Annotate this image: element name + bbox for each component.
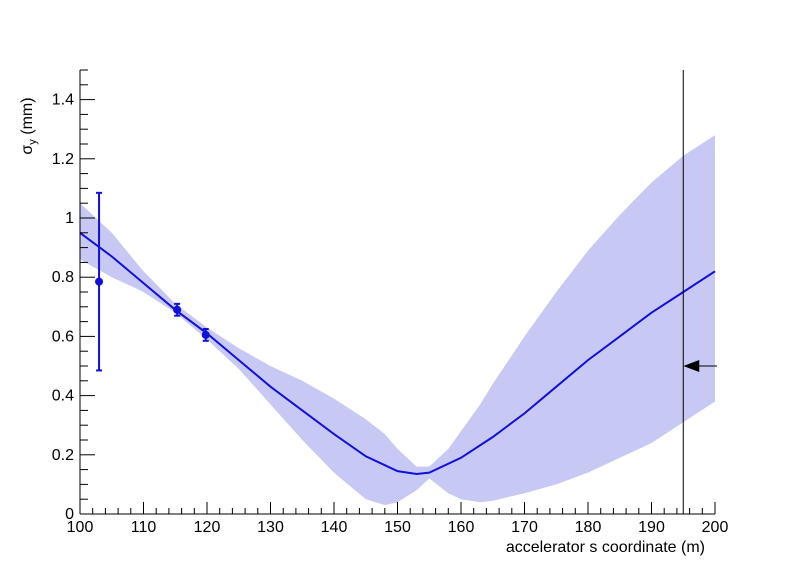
arrow-head xyxy=(683,360,700,372)
y-tick-label: 1.4 xyxy=(52,92,74,109)
labels-layer: accelerator s coordinate (m) σy (mm) xyxy=(19,97,705,556)
x-tick-label: 140 xyxy=(321,519,348,536)
x-tick-label: 190 xyxy=(638,519,665,536)
y-axis-title-unit: (mm) xyxy=(19,97,36,139)
y-tick-label: 1 xyxy=(65,210,74,227)
x-tick-label: 200 xyxy=(702,519,729,536)
data-points-layer xyxy=(95,191,210,372)
marker-layer xyxy=(682,70,717,514)
error-band xyxy=(80,135,715,506)
x-tick-label: 170 xyxy=(511,519,538,536)
x-tick-label: 150 xyxy=(384,519,411,536)
x-tick-label: 120 xyxy=(194,519,221,536)
x-tick-label: 100 xyxy=(67,519,94,536)
x-tick-label: 110 xyxy=(131,519,157,536)
x-tick-label: 160 xyxy=(448,519,475,536)
y-tick-label: 0.6 xyxy=(52,328,74,345)
y-axis-title-main: σ xyxy=(19,145,36,155)
point-marker xyxy=(173,305,182,314)
y-tick-label: 0.2 xyxy=(52,447,74,464)
axes-layer: 100 110 120 130 140 150 160 170 180 190 200 0 0.2 0.4… xyxy=(52,69,729,536)
fit-curve xyxy=(79,231,716,476)
data-point-3 xyxy=(201,328,210,342)
y-tick-label: 0 xyxy=(65,506,74,523)
point-marker xyxy=(95,277,104,286)
x-tick-label: 130 xyxy=(257,519,284,536)
point-marker xyxy=(201,330,210,339)
y-axis-title: σy (mm) xyxy=(19,97,39,154)
y-tick-label: 0.4 xyxy=(52,388,74,405)
y-tick-label: 0.8 xyxy=(52,269,74,286)
x-tick-label: 180 xyxy=(575,519,602,536)
fit-curve-layer xyxy=(79,231,716,476)
data-point-2 xyxy=(173,302,182,317)
data-point-1 xyxy=(95,191,104,372)
x-axis-title: accelerator s coordinate (m) xyxy=(506,539,705,556)
error-band-layer xyxy=(80,135,715,506)
y-tick-label: 1.2 xyxy=(52,151,74,168)
y-axis-title-sub: y xyxy=(27,139,39,145)
